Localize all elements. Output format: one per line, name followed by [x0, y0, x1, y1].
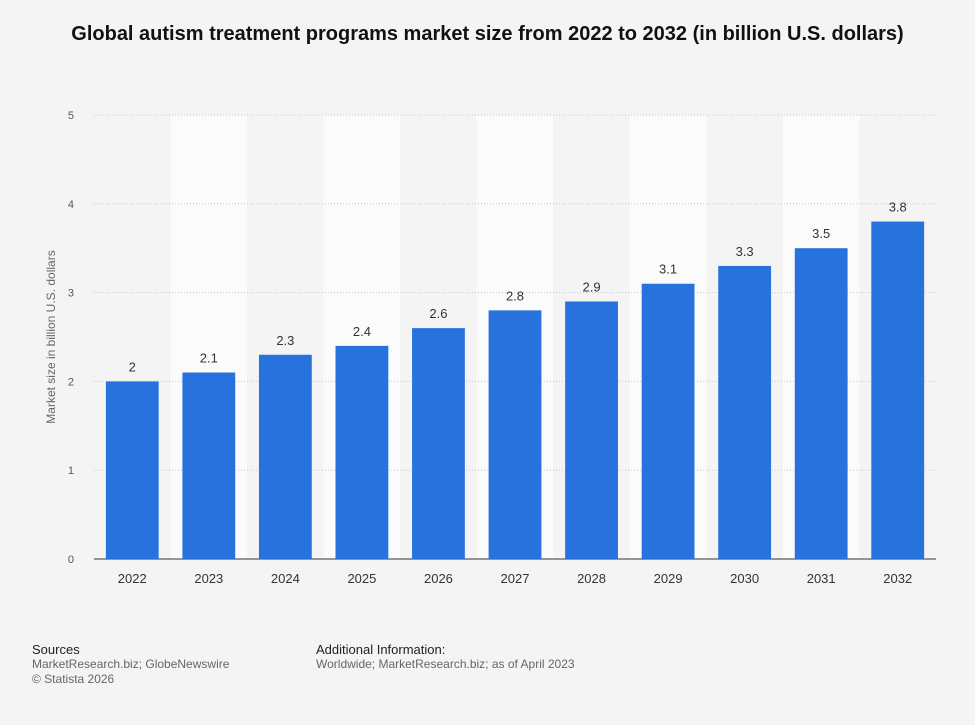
additional-info-text: Worldwide; MarketResearch.biz; as of Apr…: [316, 657, 575, 671]
data-label: 2.8: [506, 288, 524, 303]
data-label: 2.6: [429, 306, 447, 321]
bar: [182, 372, 236, 559]
x-tick-label: 2023: [194, 571, 223, 586]
bar: [794, 248, 848, 559]
x-tick-label: 2026: [424, 571, 453, 586]
data-label: 3.8: [889, 200, 907, 215]
bar: [718, 265, 772, 559]
additional-info-block: Additional Information: Worldwide; Marke…: [316, 642, 575, 672]
bar: [565, 301, 618, 559]
x-tick-label: 2024: [271, 571, 300, 586]
bar: [871, 221, 925, 559]
y-tick-label: 4: [68, 199, 74, 211]
bar: [105, 381, 159, 559]
x-tick-label: 2032: [883, 571, 912, 586]
chart-title: Global autism treatment programs market …: [71, 23, 904, 45]
bar: [335, 345, 389, 559]
y-tick-label: 1: [68, 465, 74, 477]
sources-block: Sources MarketResearch.biz; GlobeNewswir…: [32, 642, 229, 687]
data-label: 3.5: [812, 226, 830, 241]
data-label: 3.3: [736, 244, 754, 259]
sources-text: MarketResearch.biz; GlobeNewswire: [32, 657, 230, 671]
bar: [641, 283, 695, 559]
data-label: 2.9: [583, 279, 601, 294]
x-tick-label: 2030: [730, 571, 759, 586]
data-label: 2.4: [353, 324, 371, 339]
y-axis-label: Market size in billion U.S. dollars: [44, 250, 58, 423]
sources-heading: Sources: [32, 642, 80, 657]
x-tick-label: 2025: [347, 571, 376, 586]
data-label: 2: [129, 359, 136, 374]
x-tick-label: 2031: [807, 571, 836, 586]
data-label: 3.1: [659, 262, 677, 277]
y-tick-label: 2: [68, 376, 74, 388]
x-tick-label: 2028: [577, 571, 606, 586]
additional-info-heading: Additional Information:: [316, 642, 446, 657]
bar: [258, 354, 312, 559]
x-tick-label: 2029: [654, 571, 683, 586]
bar-chart: 0 1 2 3 4 5 2 2022 2.1 2023 2.3 2024 2.4 2025 2.6 2026 2…: [44, 110, 936, 586]
bar: [488, 310, 542, 559]
y-tick-label: 0: [68, 554, 74, 566]
x-tick-label: 2022: [118, 571, 147, 586]
y-tick-label: 3: [68, 288, 74, 300]
x-tick-label: 2027: [501, 571, 530, 586]
y-tick-label: 5: [68, 110, 74, 122]
data-label: 2.1: [200, 351, 218, 366]
data-label: 2.3: [276, 333, 294, 348]
bar: [412, 328, 465, 559]
copyright-text: © Statista 2026: [32, 672, 115, 686]
